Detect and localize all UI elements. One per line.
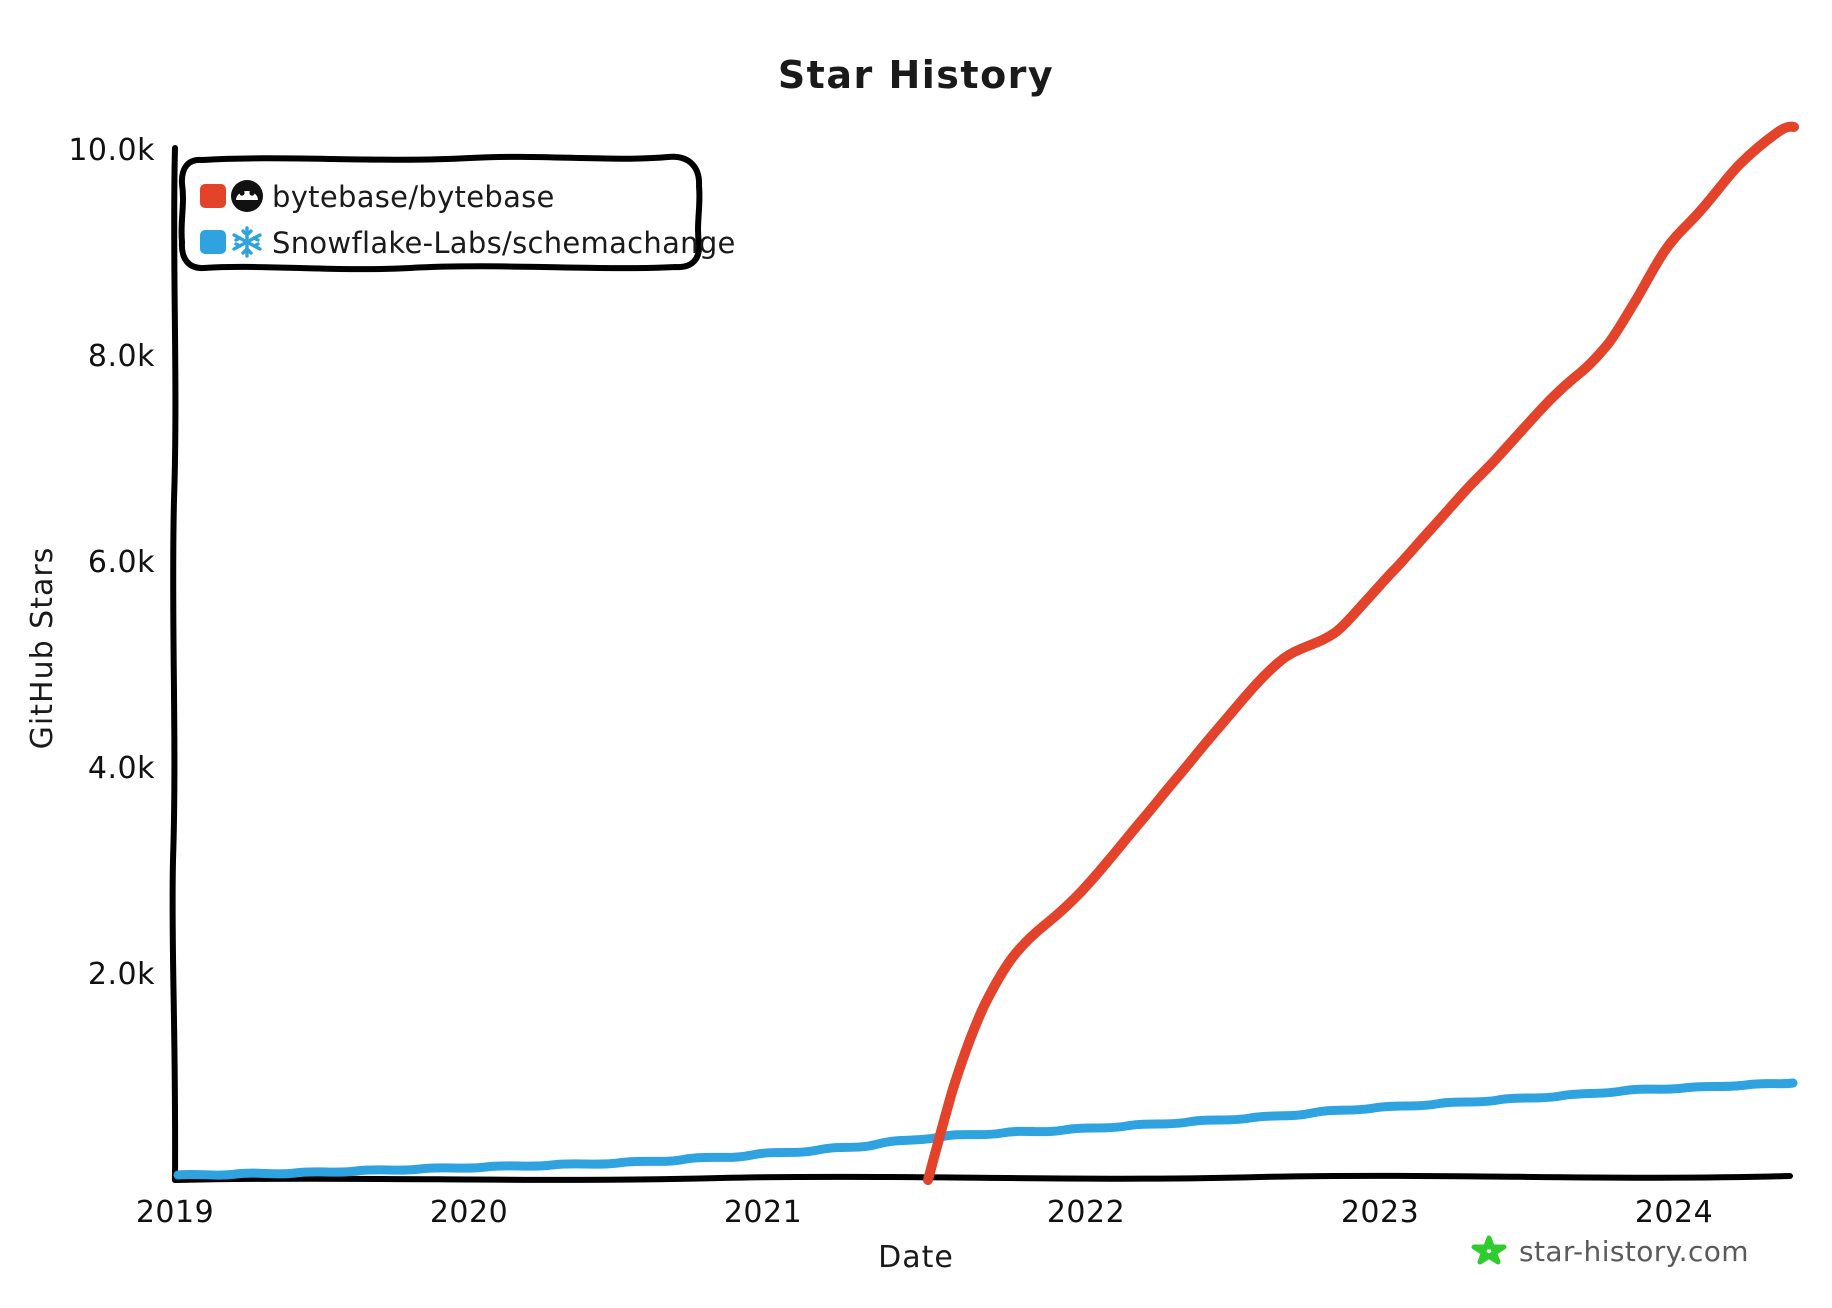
series-line-snowflake-labs-schemachange xyxy=(173,1078,1798,1180)
chart-legend: bytebase/bytebase Snowflake-Labs/schemac… xyxy=(178,153,736,273)
green-star-icon xyxy=(1471,1235,1507,1265)
x-tick-label: 2019 xyxy=(136,1195,214,1230)
y-tick-label: 10.0k xyxy=(68,133,155,168)
y-tick-label: 4.0k xyxy=(88,751,155,786)
legend-swatch xyxy=(200,184,226,208)
y-tick-label: 8.0k xyxy=(88,339,155,374)
y-axis-line xyxy=(169,145,179,1183)
x-axis-ticks: 2019 2020 2021 2022 2023 2024 xyxy=(136,1195,1713,1230)
watermark[interactable]: star-history.com xyxy=(1471,1235,1749,1268)
legend-box-border xyxy=(178,153,703,273)
y-tick-label: 2.0k xyxy=(88,957,155,992)
y-axis-label: GitHub Stars xyxy=(25,547,60,750)
snowflake-icon xyxy=(232,226,262,258)
x-tick-label: 2021 xyxy=(724,1195,802,1230)
legend-item-snowflake-labs-schemachange[interactable]: Snowflake-Labs/schemachange xyxy=(200,226,736,260)
legend-swatch xyxy=(200,230,226,254)
github-icon xyxy=(231,180,263,212)
series-line-bytebase-bytebase xyxy=(923,121,1799,1185)
legend-label: Snowflake-Labs/schemachange xyxy=(272,226,736,260)
y-axis-ticks: 10.0k 8.0k 6.0k 4.0k 2.0k xyxy=(68,133,155,992)
x-axis-label: Date xyxy=(878,1240,954,1275)
x-tick-label: 2020 xyxy=(430,1195,508,1230)
x-tick-label: 2022 xyxy=(1047,1195,1125,1230)
x-tick-label: 2023 xyxy=(1341,1195,1419,1230)
y-tick-label: 6.0k xyxy=(88,545,155,580)
x-tick-label: 2024 xyxy=(1635,1195,1713,1230)
legend-label: bytebase/bytebase xyxy=(272,180,555,214)
legend-item-bytebase-bytebase[interactable]: bytebase/bytebase xyxy=(200,180,555,214)
chart-title: Star History xyxy=(778,53,1054,97)
x-axis-line xyxy=(172,1172,1793,1183)
watermark-label: star-history.com xyxy=(1519,1235,1749,1268)
